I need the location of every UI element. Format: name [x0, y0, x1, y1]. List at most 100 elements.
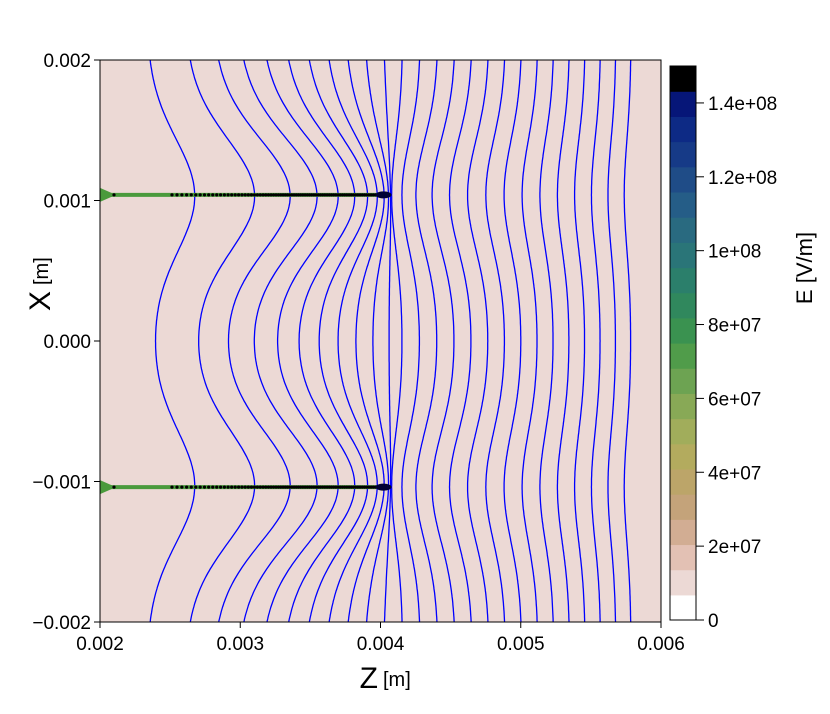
- equipotential-line: [308, 60, 369, 622]
- mesh-node: [349, 193, 353, 197]
- equipotential-line: [243, 60, 318, 622]
- x-axis: 0.002 0.003 0.004 0.005 0.006: [76, 622, 685, 655]
- mesh-node: [340, 485, 345, 489]
- colorbar-tick-label: 6e+07: [708, 389, 761, 410]
- mesh-node: [283, 485, 287, 489]
- mesh-node: [219, 485, 223, 489]
- mesh-node: [198, 485, 202, 489]
- equipotential-line: [266, 60, 339, 622]
- mesh-node: [202, 485, 207, 489]
- colorbar-tick-label: 1.2e+08: [708, 168, 777, 189]
- mesh-node: [365, 193, 369, 197]
- equipotential-line: [556, 60, 570, 622]
- colorbar-segment: [670, 116, 696, 143]
- colorbar-frame: [669, 65, 697, 621]
- mesh-node: [334, 485, 338, 489]
- mesh-node: [314, 193, 318, 197]
- y-tick-label: 0.001: [43, 192, 91, 213]
- x-axis-unit: [m]: [383, 669, 411, 691]
- colorbar-segment: [670, 141, 696, 168]
- mesh-node: [299, 193, 303, 197]
- mesh-node: [303, 485, 307, 489]
- equipotential-line: [401, 60, 421, 622]
- equipotential-line: [365, 60, 390, 622]
- mesh-node: [338, 193, 342, 197]
- mesh-node: [343, 485, 347, 489]
- mesh-node: [327, 193, 331, 197]
- mesh-node: [318, 193, 323, 197]
- equipotential-line: [539, 60, 554, 622]
- y-tick-label: −0.001: [32, 473, 91, 494]
- mesh-node: [325, 193, 329, 197]
- colorbar-segment: [670, 343, 696, 369]
- mesh-node: [296, 485, 301, 489]
- mesh-node: [294, 485, 298, 489]
- mesh-node: [314, 485, 318, 489]
- colorbar-tick-label: 1e+08: [708, 242, 761, 263]
- mesh-node: [371, 485, 375, 489]
- mesh-node: [362, 193, 367, 197]
- mesh-node: [354, 485, 358, 489]
- colorbar-tick-label: 4e+07: [708, 463, 761, 484]
- mesh-node: [360, 485, 364, 489]
- colorbar-segment: [670, 418, 696, 445]
- mesh-node: [185, 485, 189, 489]
- mesh-node: [349, 485, 353, 489]
- mesh-node: [258, 485, 262, 489]
- mesh-node: [175, 193, 179, 197]
- mesh-node: [321, 193, 325, 197]
- mesh-node: [345, 193, 349, 197]
- equipotential-line: [466, 60, 489, 622]
- mesh-node: [334, 193, 338, 197]
- mesh-node: [274, 193, 278, 197]
- y-tick-label: −0.002: [32, 613, 91, 634]
- equipotential-line: [607, 60, 617, 622]
- mesh-node: [288, 193, 292, 197]
- mesh-node: [246, 485, 250, 489]
- mesh-node: [189, 485, 193, 489]
- mesh-node: [170, 485, 174, 489]
- mesh-node: [237, 193, 241, 197]
- colorbar-segment: [670, 544, 696, 571]
- mesh-node: [215, 193, 219, 197]
- mesh-node: [202, 193, 207, 197]
- mesh-node: [310, 193, 314, 197]
- mesh-node: [369, 485, 373, 489]
- mesh-node: [207, 485, 211, 489]
- mesh-node: [347, 485, 351, 489]
- mesh-node: [249, 193, 254, 197]
- equipotential-line: [503, 60, 522, 622]
- x-tick-label: 0.002: [76, 634, 124, 655]
- mesh-node: [258, 193, 262, 197]
- mesh-node: [365, 485, 369, 489]
- mesh-node: [316, 193, 320, 197]
- mesh-node: [336, 485, 340, 489]
- mesh-node: [279, 193, 283, 197]
- mesh-node: [243, 485, 247, 489]
- colorbar-segment: [670, 191, 696, 218]
- colorbar-segment: [670, 519, 696, 546]
- mesh-node: [230, 485, 234, 489]
- mesh-node: [255, 485, 260, 489]
- equipotential-line: [415, 60, 438, 622]
- mesh-node: [367, 193, 371, 197]
- mesh-node: [230, 193, 234, 197]
- mesh-node: [299, 485, 303, 489]
- electrodes: [100, 187, 392, 495]
- colorbar-tick-label: 0: [708, 611, 719, 632]
- mesh-node: [332, 193, 336, 197]
- mesh-node: [296, 193, 301, 197]
- mesh-node: [290, 485, 294, 489]
- mesh-node: [233, 485, 237, 489]
- mesh-node: [180, 485, 184, 489]
- equipotential-line: [485, 60, 506, 622]
- mesh-node: [222, 193, 227, 197]
- equipotential-line: [521, 60, 538, 622]
- mesh-node: [211, 485, 215, 489]
- electrode-holder: [100, 480, 116, 495]
- mesh-node: [303, 193, 307, 197]
- colorbar-segment: [670, 166, 696, 193]
- mesh-node: [327, 485, 331, 489]
- mesh-node: [180, 193, 184, 197]
- mesh-node: [281, 193, 285, 197]
